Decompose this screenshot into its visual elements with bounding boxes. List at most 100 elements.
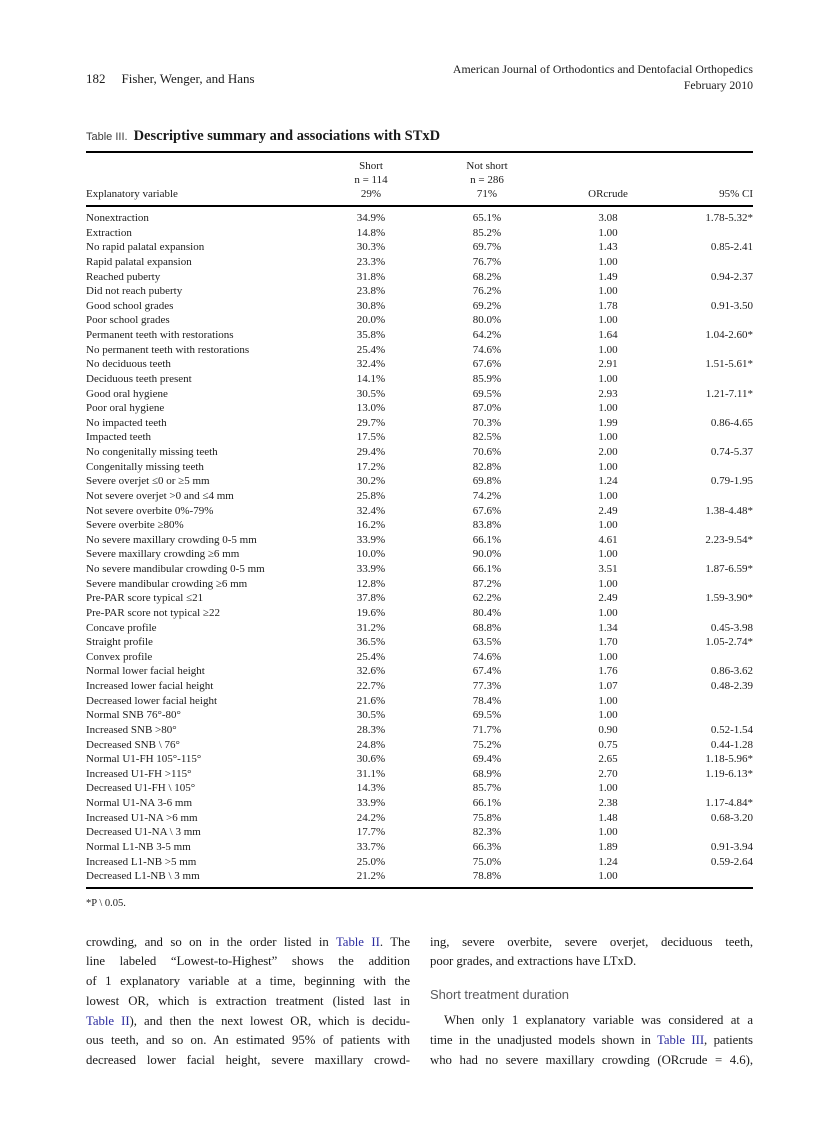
table-cell: 69.7% <box>472 241 502 254</box>
table-cell: 1.00 <box>598 826 618 839</box>
table-cell: 67.6% <box>472 504 502 517</box>
table-cell: 1.49 <box>598 270 618 283</box>
table-cell: Pre-PAR score not typical ≥22 <box>86 606 220 619</box>
table-footnote: *P \ 0.05. <box>86 897 126 909</box>
table-cell: 32.6% <box>356 665 386 678</box>
text-segment: . The <box>379 934 410 949</box>
table-ii-link[interactable]: Table II <box>86 1013 130 1028</box>
journal-name: American Journal of Orthodontics and Den… <box>452 62 753 76</box>
table-cell: 74.6% <box>472 343 502 356</box>
table-row: Increased L1-NB >5 mm 25.0% 75.0% 1.24 0.59-… <box>86 855 753 870</box>
table-cell: 83.8% <box>472 519 502 532</box>
table-cell: 1.00 <box>598 402 618 415</box>
table-cell: 2.49 <box>598 592 618 605</box>
table-cell: 0.85-2.41 <box>710 241 753 254</box>
table-cell: 90.0% <box>472 548 502 561</box>
table-cell: 30.8% <box>356 299 386 312</box>
table-cell: 1.48 <box>598 811 618 824</box>
text-segment: decreased lower facial height, severe ma… <box>86 1052 410 1067</box>
table-cell: Nonextraction <box>86 212 149 224</box>
text-line: who had no severe maxillary crowding (OR… <box>430 1051 753 1071</box>
table-cell: 13.0% <box>356 402 386 415</box>
table-cell: 1.59-3.90* <box>705 592 753 605</box>
table-cell: 1.70 <box>598 636 618 649</box>
table-cell: 33.9% <box>356 533 386 546</box>
table-cell: 2.23-9.54* <box>705 533 753 546</box>
table-label: Table III. <box>86 131 128 143</box>
table-cell: Impacted teeth <box>86 431 152 444</box>
table-cell: Decreased L1-NB \ 3 mm <box>86 870 200 883</box>
table-cell: 1.00 <box>598 343 618 356</box>
column-header-95ci: 95% CI <box>719 188 753 200</box>
table-row: Congenitally missing teeth 17.2% 82.8% 1.00 <box>86 460 753 475</box>
table-cell <box>668 226 753 241</box>
table-cell: 25.8% <box>356 489 386 502</box>
table-cell: 76.7% <box>472 255 502 268</box>
table-cell: 1.24 <box>598 855 618 868</box>
table-row: Decreased L1-NB \ 3 mm 21.2% 78.8% 1.00 <box>86 869 753 884</box>
table-cell: No deciduous teeth <box>86 358 171 371</box>
table-cell: Did not reach puberty <box>86 285 183 298</box>
table-cell: 0.68-3.20 <box>710 811 753 824</box>
table-cell: 77.3% <box>472 680 502 692</box>
table-cell: 3.08 <box>598 212 618 224</box>
table-cell: 0.90 <box>598 723 618 736</box>
table-cell: Not severe overjet >0 and ≤4 mm <box>86 489 234 502</box>
table-cell: Decreased U1-FH \ 105° <box>86 782 196 795</box>
table-cell: Normal U1-NA 3-6 mm <box>86 797 193 809</box>
table-ii-link[interactable]: Table II <box>335 934 380 949</box>
running-head-left: 182 Fisher, Wenger, and Hans <box>86 62 255 87</box>
table-cell <box>668 255 753 270</box>
text-line: decreased lower facial height, severe ma… <box>86 1051 410 1071</box>
table-row: No permanent teeth with restorations 25.4… <box>86 343 753 358</box>
table-row: Impacted teeth 17.5% 82.5% 1.00 <box>86 430 753 445</box>
table-cell: Normal U1-FH 105°-115° <box>86 753 202 766</box>
table-cell: Extraction <box>86 226 132 239</box>
table-cell: 82.3% <box>472 826 502 839</box>
table-cell: 65.1% <box>472 212 502 224</box>
table-cell: 1.87-6.59* <box>705 563 753 575</box>
table-cell: 0.86-4.65 <box>710 416 753 429</box>
table-cell: 34.9% <box>356 212 386 224</box>
section-heading: Short treatment duration <box>430 987 569 1003</box>
table-row: No severe mandibular crowding 0-5 mm 33.9… <box>86 562 753 577</box>
table-cell: 17.7% <box>356 826 386 839</box>
table-cell: 0.86-3.62 <box>710 665 753 678</box>
table-row: Decreased SNB \ 76° 24.8% 75.2% 0.75 0.44-1.… <box>86 738 753 753</box>
table-cell: 24.8% <box>356 738 386 751</box>
body-left-column: crowding, and so on in the order listed … <box>86 933 410 1071</box>
table-iii-link[interactable]: Table III <box>657 1032 705 1047</box>
table-cell: Normal L1-NB 3-5 mm <box>86 840 191 853</box>
table-cell: 68.9% <box>472 767 502 780</box>
text-segment: ous teeth, and so on. An estimated 95% o… <box>86 1033 410 1048</box>
table-cell: 66.1% <box>472 563 502 575</box>
table-cell: 71.7% <box>472 723 502 736</box>
text-segment: ing, severe overbite, severe overjet, de… <box>430 934 753 949</box>
table-cell: 1.07 <box>598 680 618 692</box>
table-cell: Decreased lower facial height <box>86 694 218 707</box>
table-cell <box>668 577 753 592</box>
table-cell: Severe overbite ≥80% <box>86 519 184 532</box>
table-cell: 0.79-1.95 <box>710 475 753 488</box>
table-cell: 1.34 <box>598 621 618 634</box>
text-segment: time in the unadjusted models shown in <box>430 1032 658 1047</box>
table-cell: 87.0% <box>472 402 502 415</box>
table-row: Increased lower facial height 22.7% 77.3% 1… <box>86 679 753 694</box>
table-cell: 1.64 <box>598 329 618 341</box>
table-row: No impacted teeth 29.7% 70.3% 1.99 0.86-4.65 <box>86 416 753 431</box>
table-row: Not severe overjet >0 and ≤4 mm 25.8% 74.2… <box>86 489 753 504</box>
table-cell: Good school grades <box>86 299 174 312</box>
table-cell: Permanent teeth with restorations <box>86 329 234 341</box>
table-cell: 70.6% <box>472 446 502 458</box>
table-cell: 21.2% <box>356 870 386 883</box>
table-bottom-rule <box>86 886 753 889</box>
table-row: Pre-PAR score typical ≤21 37.8% 62.2% 2.49 1… <box>86 591 753 606</box>
table-cell: 0.91-3.50 <box>710 299 753 312</box>
running-head-right: American Journal of Orthodontics and Den… <box>453 62 753 93</box>
table-cell: 1.99 <box>598 416 618 429</box>
table-row: Increased SNB >80° 28.3% 71.7% 0.90 0.52-1.5… <box>86 723 753 738</box>
column-header-short: Short n = 114 29% <box>354 160 388 200</box>
text-segment: lowest OR, which is extraction treatment… <box>86 993 410 1008</box>
table-row: Straight profile 36.5% 63.5% 1.70 1.05-2.74* <box>86 635 753 650</box>
table-cell: 30.3% <box>356 241 386 254</box>
